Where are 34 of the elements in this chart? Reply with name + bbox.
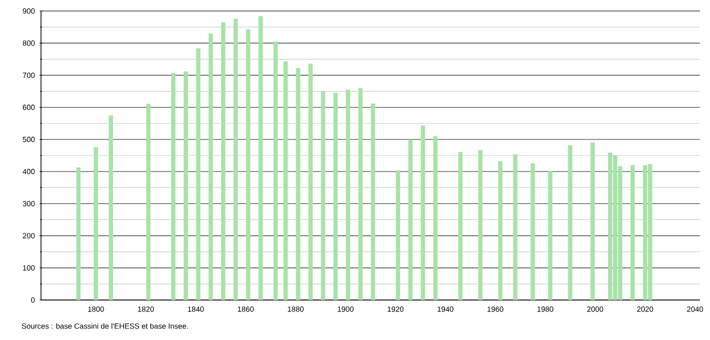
bar [146, 104, 150, 300]
bar [370, 103, 376, 300]
bar [184, 71, 188, 300]
bar [530, 163, 535, 300]
bar [94, 147, 98, 300]
bar [108, 115, 114, 300]
bar [548, 171, 552, 300]
bar [196, 48, 200, 300]
bar [221, 22, 226, 300]
bar [458, 152, 462, 300]
bar [478, 150, 482, 300]
bar [396, 170, 400, 300]
bar [358, 88, 363, 300]
bar [333, 92, 338, 300]
bar [630, 165, 635, 300]
bar [590, 142, 595, 300]
bar [208, 33, 213, 300]
bar [76, 167, 81, 300]
bar [258, 16, 263, 300]
bar [433, 136, 438, 300]
bar [234, 18, 238, 300]
bar [420, 126, 426, 300]
bar [284, 61, 288, 300]
bar [346, 90, 350, 300]
bar [320, 92, 326, 300]
bar [408, 139, 413, 300]
bar [568, 145, 572, 300]
bar [274, 42, 278, 300]
bar [498, 161, 502, 300]
bar [308, 64, 313, 300]
bar [171, 72, 176, 300]
bar [296, 68, 300, 300]
bar [246, 29, 250, 300]
bar [513, 154, 518, 300]
